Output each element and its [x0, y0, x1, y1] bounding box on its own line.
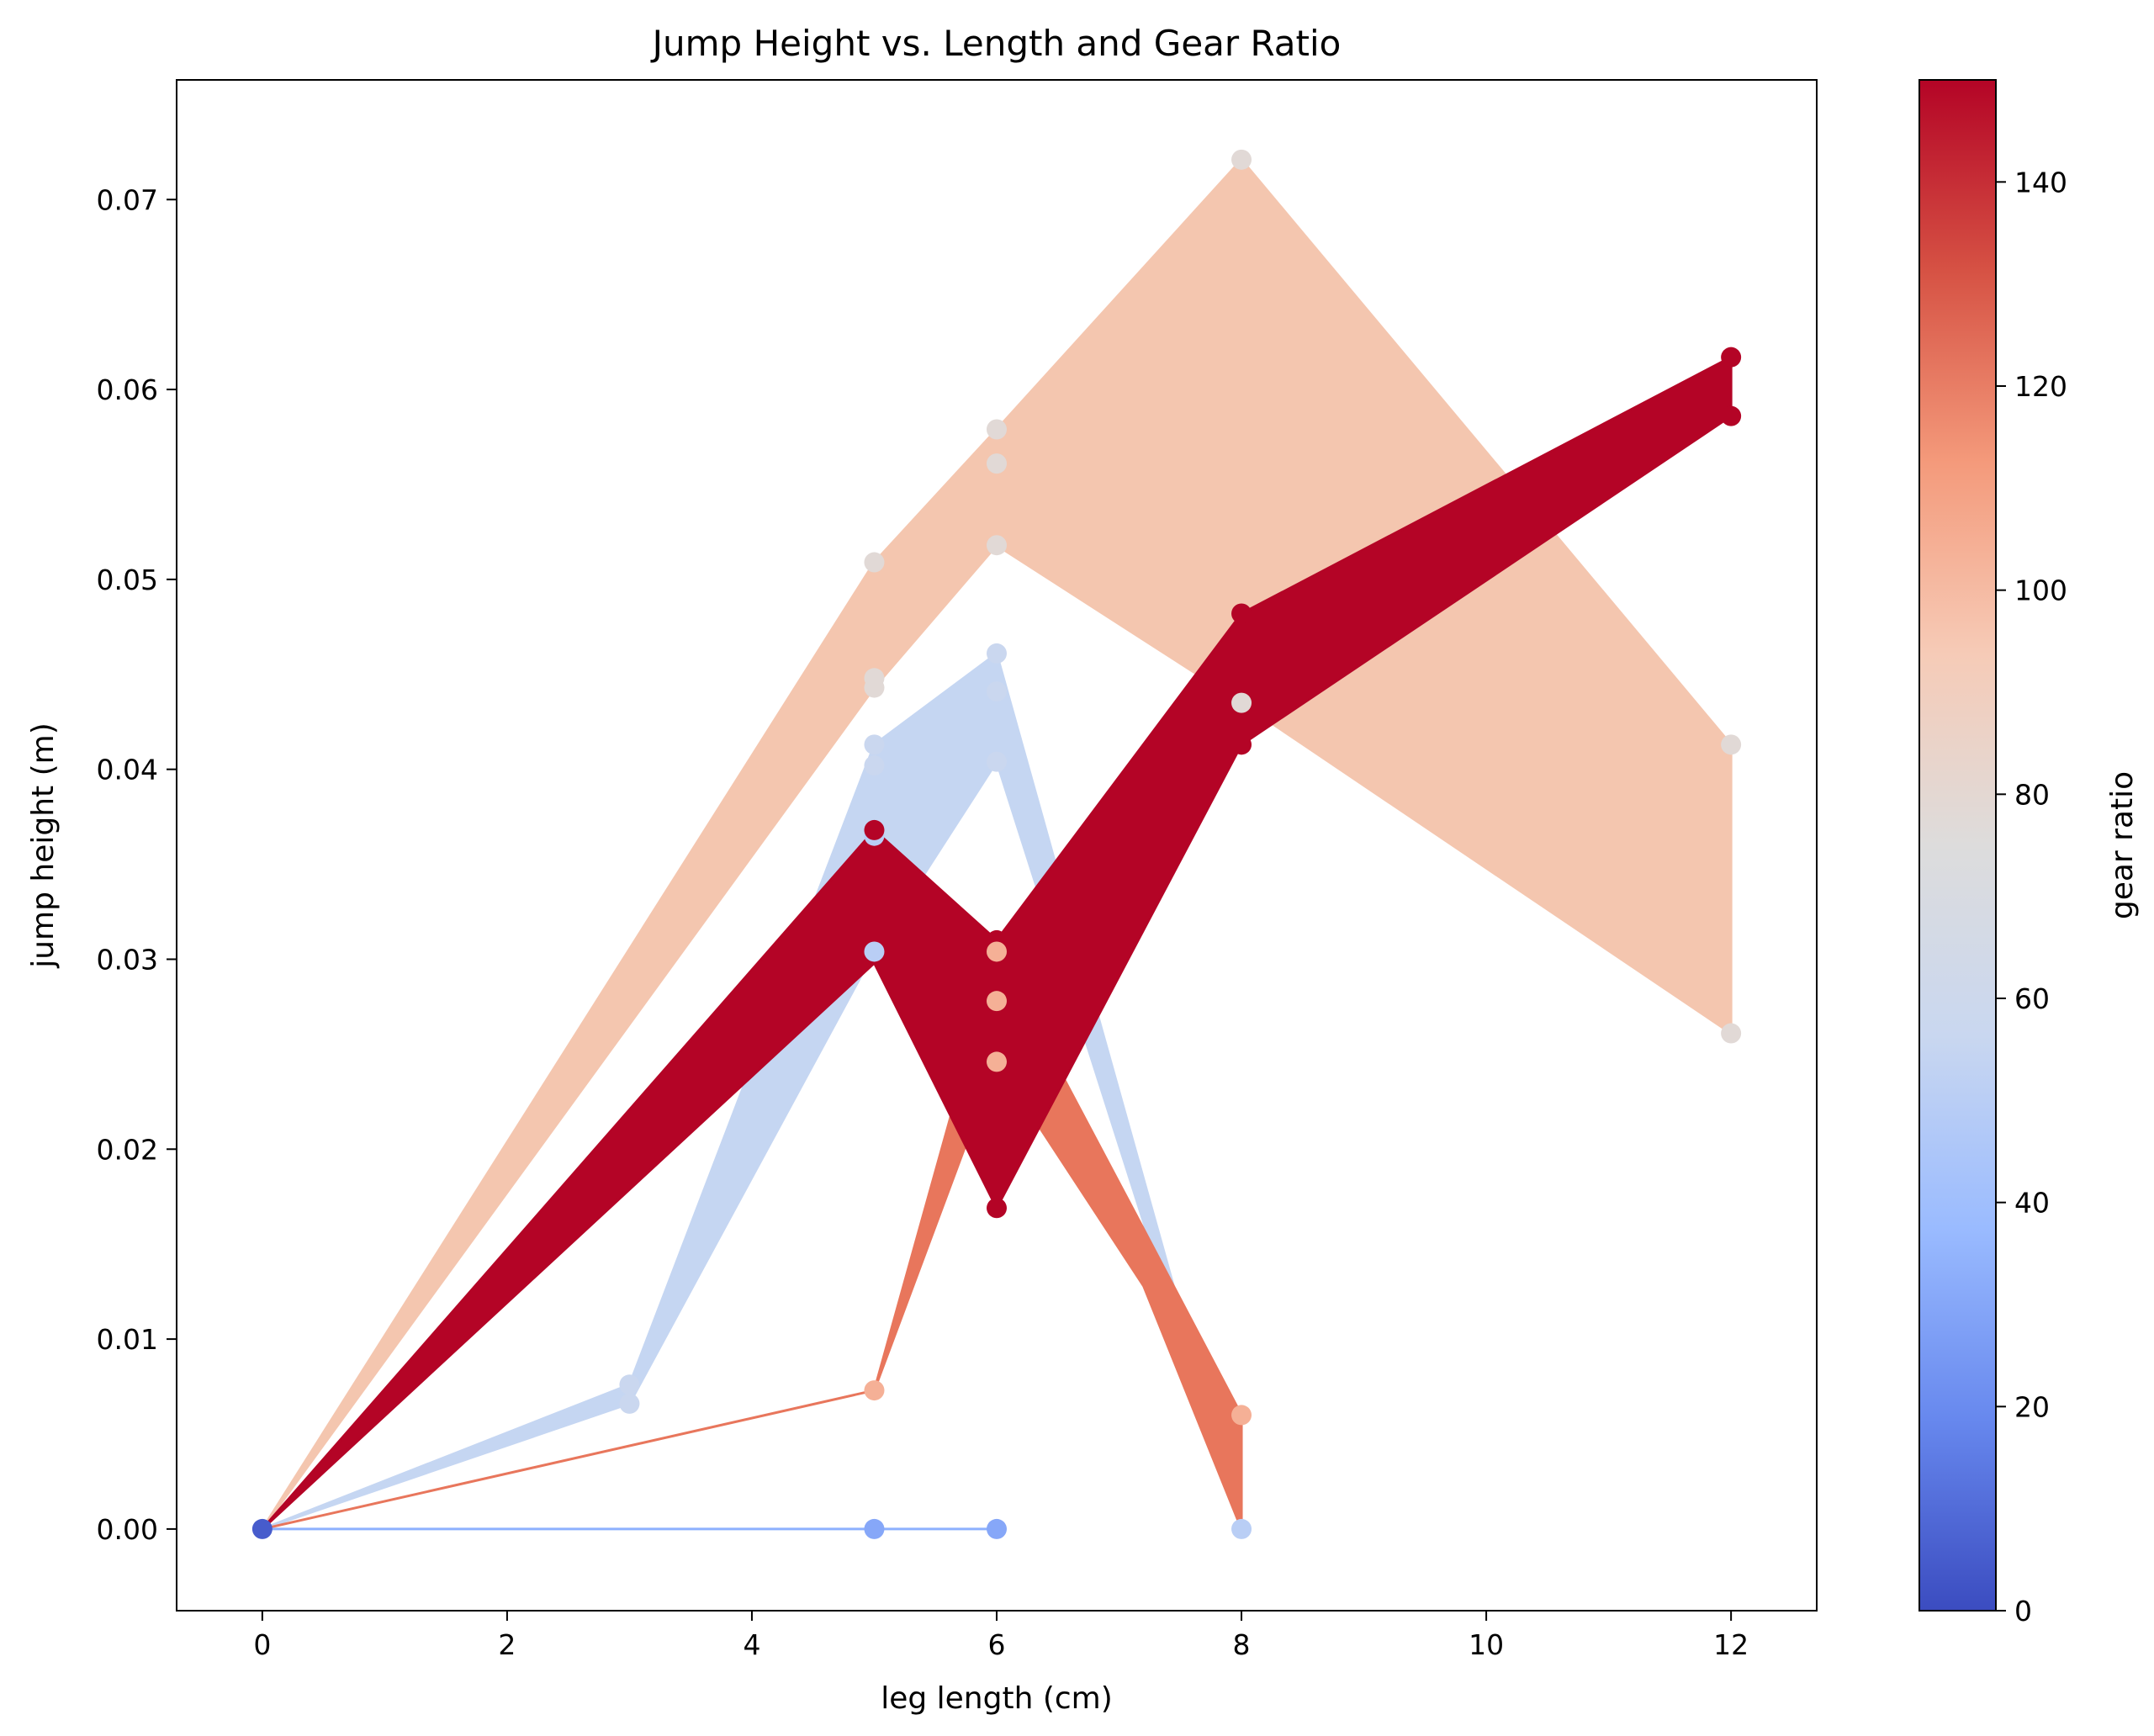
data-point: [864, 1518, 885, 1539]
colorbar-axis: 0 20 40 60 80 100 120 140: [1996, 166, 2067, 1628]
x-axis-label: leg length (cm): [881, 1681, 1113, 1716]
data-point: [1231, 692, 1252, 713]
colorbar-tick-label: 20: [2014, 1390, 2050, 1423]
x-tick-label: 12: [1713, 1628, 1749, 1661]
data-point: [987, 535, 1007, 556]
colorbar-tick-label: 120: [2014, 370, 2067, 403]
y-tick-label: 0.05: [97, 564, 158, 596]
data-point: [987, 941, 1007, 962]
data-point: [864, 819, 885, 840]
band-2: [261, 950, 1243, 1531]
data-point: [864, 1380, 885, 1401]
colorbar: [1918, 79, 1997, 1612]
colorbar-tick-label: 100: [2014, 574, 2067, 607]
data-point: [987, 453, 1007, 474]
data-point: [1721, 347, 1742, 368]
data-point: [1231, 603, 1252, 624]
points-layer: [251, 149, 1742, 1539]
data-point: [1231, 1518, 1252, 1539]
x-axis: 0 2 4 6 8 10 12: [253, 1611, 1749, 1661]
y-tick-label: 0.04: [97, 754, 158, 786]
data-point: [251, 1518, 273, 1539]
x-tick-label: 6: [988, 1628, 1006, 1661]
y-tick-label: 0.02: [97, 1133, 158, 1166]
data-point: [987, 751, 1007, 772]
colorbar-label: gear ratio: [2105, 771, 2140, 919]
data-point: [1231, 734, 1252, 755]
data-point: [864, 755, 885, 776]
x-tick-label: 10: [1469, 1628, 1504, 1661]
x-tick-label: 8: [1233, 1628, 1251, 1661]
data-point: [987, 1518, 1007, 1539]
x-tick-label: 2: [498, 1628, 516, 1661]
y-tick-label: 0.03: [97, 943, 158, 976]
colorbar-tick-label: 0: [2014, 1595, 2032, 1628]
y-axis-label: jump height (m): [26, 722, 61, 969]
band-0: [261, 158, 1733, 1531]
data-point: [1721, 1023, 1742, 1044]
data-point: [864, 734, 885, 755]
data-point: [987, 419, 1007, 440]
data-point: [1231, 149, 1252, 170]
data-point: [987, 1198, 1007, 1219]
y-axis: 0.00 0.01 0.02 0.03 0.04 0.05 0.06 0.07: [97, 183, 177, 1546]
y-tick-label: 0.06: [97, 373, 158, 406]
y-tick-label: 0.07: [97, 183, 158, 216]
data-point: [864, 552, 885, 573]
data-point: [1231, 1405, 1252, 1426]
colorbar-tick-label: 140: [2014, 166, 2067, 198]
y-tick-label: 0.01: [97, 1323, 158, 1356]
data-point: [864, 668, 885, 689]
colorbar-tick-label: 60: [2014, 982, 2050, 1015]
x-tick-label: 0: [253, 1628, 271, 1661]
data-point: [1721, 405, 1742, 426]
colorbar-tick-label: 80: [2014, 778, 2050, 811]
x-tick-label: 4: [743, 1628, 760, 1661]
chart-title: Jump Height vs. Length and Gear Ratio: [650, 23, 1342, 64]
data-point: [619, 1374, 640, 1395]
data-point: [619, 1393, 640, 1414]
data-point: [1721, 734, 1742, 755]
data-point: [987, 681, 1007, 702]
colorbar-tick-label: 40: [2014, 1187, 2050, 1220]
data-point: [864, 941, 885, 962]
data-point: [987, 643, 1007, 664]
data-point: [987, 991, 1007, 1012]
data-point: [987, 1051, 1007, 1072]
y-tick-label: 0.00: [97, 1513, 158, 1546]
